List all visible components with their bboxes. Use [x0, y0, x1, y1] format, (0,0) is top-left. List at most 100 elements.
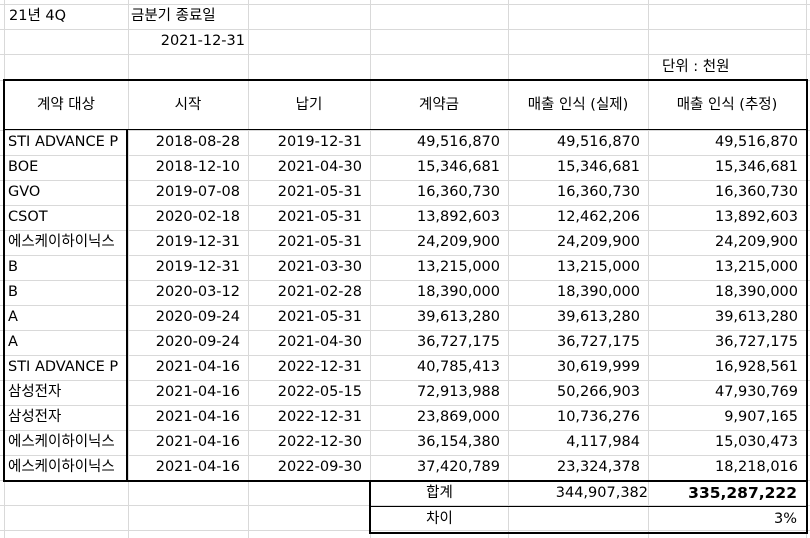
table-cell[interactable]: 2019-07-08	[155, 184, 240, 200]
table-cell[interactable]: 23,869,000	[416, 409, 500, 425]
table-cell[interactable]: 2021-05-31	[277, 184, 362, 200]
table-cell[interactable]: 15,030,473	[714, 434, 798, 450]
table-cell[interactable]: 2021-04-16	[155, 434, 240, 450]
table-cell[interactable]: 2018-12-10	[155, 159, 240, 175]
row-party[interactable]: 삼성전자	[8, 409, 62, 425]
row-party[interactable]: 에스케이하이닉스	[8, 234, 115, 250]
table-cell[interactable]: 36,154,380	[416, 434, 500, 450]
row-party[interactable]: STI ADVANCE P	[8, 359, 119, 375]
table-cell[interactable]: 24,209,900	[714, 234, 798, 250]
column-header[interactable]: 매출 인식 (추정)	[676, 97, 778, 113]
column-header[interactable]: 매출 인식 (실제)	[527, 97, 629, 113]
table-cell[interactable]: 2022-12-31	[277, 359, 362, 375]
table-cell[interactable]: 18,218,016	[714, 459, 798, 475]
table-cell[interactable]: 36,727,175	[556, 334, 640, 350]
table-cell[interactable]: 30,619,999	[556, 359, 640, 375]
table-cell[interactable]: 18,390,000	[556, 284, 640, 300]
unit-label[interactable]: 단위 : 천원	[662, 59, 730, 75]
table-cell[interactable]: 2022-05-15	[277, 384, 362, 400]
table-cell[interactable]: 23,324,378	[556, 459, 640, 475]
table-cell[interactable]: 2021-05-31	[277, 234, 362, 250]
row-party[interactable]: CSOT	[8, 209, 48, 225]
table-cell[interactable]: 2021-04-16	[155, 409, 240, 425]
row-party[interactable]: 삼성전자	[8, 384, 62, 400]
table-cell[interactable]: 16,360,730	[714, 184, 798, 200]
table-cell[interactable]: 13,215,000	[416, 259, 500, 275]
table-cell[interactable]: 2018-08-28	[155, 134, 240, 150]
table-cell[interactable]: 72,913,988	[416, 384, 500, 400]
period-end-date[interactable]: 2021-12-31	[160, 33, 245, 49]
column-header[interactable]: 시작	[174, 97, 202, 113]
total-estimate[interactable]: 335,287,222	[688, 484, 797, 502]
row-party[interactable]: B	[8, 284, 18, 300]
grid-hline	[0, 330, 810, 331]
table-cell[interactable]: 2021-04-16	[155, 359, 240, 375]
table-cell[interactable]: 18,390,000	[416, 284, 500, 300]
table-cell[interactable]: 2021-03-30	[277, 259, 362, 275]
table-cell[interactable]: 24,209,900	[416, 234, 500, 250]
table-cell[interactable]: 10,736,276	[556, 409, 640, 425]
column-header[interactable]: 계약 대상	[37, 97, 95, 113]
table-cell[interactable]: 49,516,870	[556, 134, 640, 150]
row-party[interactable]: GVO	[8, 184, 41, 200]
row-party[interactable]: BOE	[8, 159, 39, 175]
table-cell[interactable]: 2021-04-16	[155, 459, 240, 475]
row-party[interactable]: A	[8, 309, 18, 325]
column-header[interactable]: 납기	[295, 97, 323, 113]
total-label[interactable]: 합계	[426, 485, 453, 501]
table-cell[interactable]: 15,346,681	[416, 159, 500, 175]
table-cell[interactable]: 39,613,280	[416, 309, 500, 325]
column-header[interactable]: 계약금	[418, 97, 460, 113]
table-cell[interactable]: 9,907,165	[724, 409, 798, 425]
table-cell[interactable]: 47,930,769	[714, 384, 798, 400]
table-cell[interactable]: 2019-12-31	[155, 259, 240, 275]
table-cell[interactable]: 36,727,175	[416, 334, 500, 350]
table-cell[interactable]: 18,390,000	[714, 284, 798, 300]
table-cell[interactable]: 12,462,206	[556, 209, 640, 225]
table-cell[interactable]: 2020-02-18	[155, 209, 240, 225]
table-cell[interactable]: 2020-09-24	[155, 309, 240, 325]
table-cell[interactable]: 49,516,870	[714, 134, 798, 150]
table-cell[interactable]: 2022-12-31	[277, 409, 362, 425]
table-cell[interactable]: 2020-03-12	[155, 284, 240, 300]
table-cell[interactable]: 2021-04-16	[155, 384, 240, 400]
table-cell[interactable]: 2020-09-24	[155, 334, 240, 350]
diff-label[interactable]: 차이	[426, 511, 453, 527]
table-cell[interactable]: 4,117,984	[566, 434, 640, 450]
table-cell[interactable]: 2019-12-31	[155, 234, 240, 250]
table-cell[interactable]: 37,420,789	[416, 459, 500, 475]
table-cell[interactable]: 49,516,870	[416, 134, 500, 150]
diff-value[interactable]: 3%	[773, 511, 797, 527]
table-cell[interactable]: 36,727,175	[714, 334, 798, 350]
row-party[interactable]: STI ADVANCE P	[8, 134, 119, 150]
period-end-label[interactable]: 금분기 종료일	[131, 8, 216, 24]
row-party[interactable]: 에스케이하이닉스	[8, 459, 115, 475]
table-cell[interactable]: 16,928,561	[714, 359, 798, 375]
row-party[interactable]: 에스케이하이닉스	[8, 434, 115, 450]
table-cell[interactable]: 2021-05-31	[277, 209, 362, 225]
table-cell[interactable]: 40,785,413	[416, 359, 500, 375]
table-cell[interactable]: 2022-09-30	[277, 459, 362, 475]
table-cell[interactable]: 2021-05-31	[277, 309, 362, 325]
table-cell[interactable]: 2019-12-31	[277, 134, 362, 150]
table-cell[interactable]: 2021-04-30	[277, 159, 362, 175]
table-cell[interactable]: 15,346,681	[714, 159, 798, 175]
row-party[interactable]: A	[8, 334, 18, 350]
table-cell[interactable]: 2021-04-30	[277, 334, 362, 350]
table-cell[interactable]: 13,215,000	[556, 259, 640, 275]
row-party[interactable]: B	[8, 259, 18, 275]
table-cell[interactable]: 24,209,900	[556, 234, 640, 250]
table-cell[interactable]: 39,613,280	[556, 309, 640, 325]
table-cell[interactable]: 13,892,603	[416, 209, 500, 225]
quarter-label[interactable]: 21년 4Q	[9, 8, 67, 24]
table-cell[interactable]: 2021-02-28	[277, 284, 362, 300]
total-actual[interactable]: 344,907,382	[555, 485, 648, 501]
table-cell[interactable]: 13,892,603	[714, 209, 798, 225]
table-cell[interactable]: 16,360,730	[556, 184, 640, 200]
table-cell[interactable]: 39,613,280	[714, 309, 798, 325]
table-cell[interactable]: 2022-12-30	[277, 434, 362, 450]
table-cell[interactable]: 15,346,681	[556, 159, 640, 175]
table-cell[interactable]: 16,360,730	[416, 184, 500, 200]
table-cell[interactable]: 50,266,903	[556, 384, 640, 400]
table-cell[interactable]: 13,215,000	[714, 259, 798, 275]
